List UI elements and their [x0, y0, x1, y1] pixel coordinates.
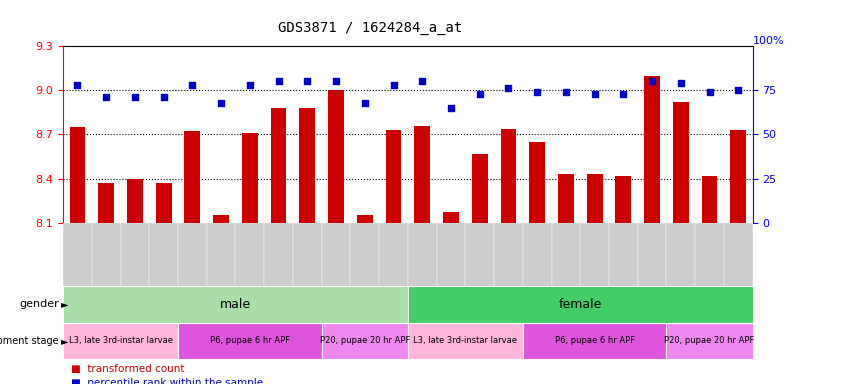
Point	[358, 99, 372, 106]
Point	[559, 89, 573, 95]
Text: female: female	[558, 298, 602, 311]
Bar	[127, 179, 143, 223]
Bar	[696, 223, 724, 294]
Point	[99, 94, 113, 100]
Bar	[701, 175, 717, 223]
Bar	[558, 174, 574, 223]
Point	[473, 91, 486, 97]
Point	[272, 78, 285, 84]
Text: gender: gender	[19, 299, 59, 310]
Point	[71, 82, 84, 88]
Bar	[500, 129, 516, 223]
Text: L3, late 3rd-instar larvae: L3, late 3rd-instar larvae	[414, 336, 517, 345]
Point	[732, 87, 745, 93]
Bar	[63, 323, 178, 359]
Bar	[587, 174, 602, 223]
Point	[157, 94, 171, 100]
Point	[703, 89, 717, 95]
Bar	[529, 142, 545, 223]
Bar	[184, 131, 200, 223]
Point	[243, 82, 257, 88]
Bar	[63, 223, 92, 294]
Bar	[673, 102, 689, 223]
Text: P20, pupae 20 hr APF: P20, pupae 20 hr APF	[664, 336, 754, 345]
Bar	[70, 127, 85, 223]
Text: P20, pupae 20 hr APF: P20, pupae 20 hr APF	[320, 336, 410, 345]
Text: ■  percentile rank within the sample: ■ percentile rank within the sample	[71, 378, 263, 384]
Bar	[724, 223, 753, 294]
Bar	[98, 183, 114, 223]
Bar	[328, 90, 344, 223]
Text: L3, late 3rd-instar larvae: L3, late 3rd-instar larvae	[69, 336, 172, 345]
Bar	[235, 223, 264, 294]
Bar	[321, 223, 351, 294]
Text: P6, pupae 6 hr APF: P6, pupae 6 hr APF	[209, 336, 290, 345]
Bar	[156, 183, 172, 223]
Bar	[408, 286, 753, 323]
Text: 100%: 100%	[753, 36, 785, 46]
Point	[128, 94, 141, 100]
Bar	[321, 323, 408, 359]
Bar	[150, 223, 178, 294]
Point	[674, 80, 688, 86]
Point	[300, 78, 314, 84]
Point	[645, 78, 659, 84]
Point	[330, 78, 343, 84]
Bar	[731, 130, 746, 223]
Bar	[293, 223, 321, 294]
Bar	[207, 223, 235, 294]
Bar	[271, 108, 287, 223]
Bar	[523, 323, 666, 359]
Bar	[465, 223, 495, 294]
Point	[616, 91, 630, 97]
Bar	[299, 108, 315, 223]
Bar	[616, 175, 632, 223]
Bar	[178, 323, 321, 359]
Bar	[415, 126, 430, 223]
Text: P6, pupae 6 hr APF: P6, pupae 6 hr APF	[554, 336, 635, 345]
Point	[186, 82, 199, 88]
Bar	[666, 323, 753, 359]
Text: ►: ►	[61, 299, 68, 310]
Point	[214, 99, 228, 106]
Bar	[637, 223, 666, 294]
Bar	[552, 223, 580, 294]
Bar	[264, 223, 293, 294]
Text: male: male	[220, 298, 251, 311]
Bar	[494, 223, 523, 294]
Bar	[242, 133, 257, 223]
Bar	[523, 223, 552, 294]
Bar	[379, 223, 408, 294]
Bar	[120, 223, 149, 294]
Bar	[666, 223, 696, 294]
Bar	[92, 223, 120, 294]
Bar	[408, 223, 436, 294]
Point	[588, 91, 601, 97]
Bar	[214, 215, 229, 223]
Text: development stage: development stage	[0, 336, 59, 346]
Bar	[178, 223, 207, 294]
Text: ►: ►	[61, 336, 68, 346]
Point	[444, 105, 458, 111]
Bar	[357, 215, 373, 223]
Bar	[386, 130, 401, 223]
Point	[415, 78, 429, 84]
Bar	[580, 223, 609, 294]
Bar	[408, 323, 523, 359]
Bar	[63, 286, 408, 323]
Bar	[609, 223, 637, 294]
Bar	[351, 223, 379, 294]
Text: ■  transformed count: ■ transformed count	[71, 364, 185, 374]
Point	[502, 85, 516, 91]
Bar	[472, 154, 488, 223]
Text: GDS3871 / 1624284_a_at: GDS3871 / 1624284_a_at	[278, 21, 463, 35]
Bar	[436, 223, 465, 294]
Bar	[443, 212, 459, 223]
Bar	[644, 76, 660, 223]
Point	[531, 89, 544, 95]
Point	[387, 82, 400, 88]
